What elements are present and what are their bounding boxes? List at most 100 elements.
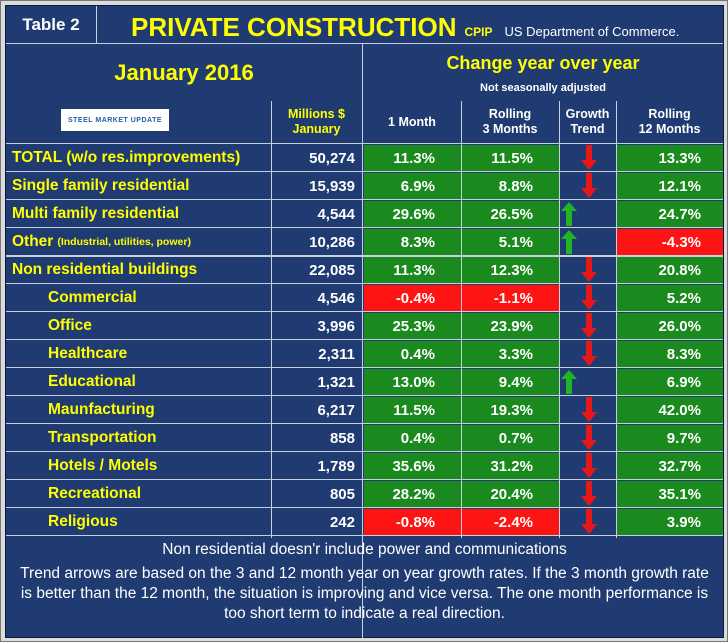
column-header: Growth Trend bbox=[559, 101, 616, 143]
millions: 242 bbox=[329, 513, 355, 531]
row-label: Office bbox=[48, 312, 303, 340]
percent-cell: 13.0% bbox=[364, 369, 461, 395]
rule bbox=[6, 283, 723, 284]
percent-cell: 8.3% bbox=[617, 341, 723, 367]
row-label: TOTAL (w/o res.improvements) bbox=[12, 144, 267, 172]
rule bbox=[6, 199, 723, 200]
row-label: Commercial bbox=[48, 284, 303, 312]
row-sublabel: (Industrial, utilities, power) bbox=[57, 236, 191, 248]
change-title: Change year over year bbox=[446, 52, 640, 73]
percent-cell: 5.2% bbox=[617, 285, 723, 311]
percent-cell: -1.1% bbox=[462, 285, 559, 311]
column-header: 1 Month bbox=[363, 101, 461, 143]
row-label-text: Healthcare bbox=[48, 345, 128, 362]
trend-arrow bbox=[581, 285, 597, 310]
footer-note: Non residential doesn'r include power an… bbox=[162, 541, 567, 558]
percent-cell: 35.6% bbox=[364, 453, 461, 479]
millions: 6,217 bbox=[317, 401, 355, 419]
row-label-text: TOTAL (w/o res.improvements) bbox=[12, 149, 241, 166]
row-label: Transportation bbox=[48, 424, 303, 452]
row-label-text: Religious bbox=[48, 513, 118, 530]
rule bbox=[6, 339, 723, 340]
rule bbox=[559, 101, 560, 538]
row-label: Single family residential bbox=[12, 172, 267, 200]
millions: 2,311 bbox=[318, 345, 355, 363]
percent-cell: 42.0% bbox=[617, 397, 723, 423]
percent-cell: 13.3% bbox=[617, 145, 723, 171]
row-label: Non residential buildings bbox=[12, 256, 267, 284]
rule bbox=[616, 101, 617, 538]
row-label: Hotels / Motels bbox=[48, 452, 303, 480]
rule bbox=[6, 367, 723, 368]
percent-cell: 9.7% bbox=[617, 425, 723, 451]
column-header: Rolling 3 Months bbox=[461, 101, 559, 143]
table-panel: Table 2 PRIVATE CONSTRUCTION CPIP US Depart… bbox=[5, 5, 724, 638]
column-header-line: 1 Month bbox=[388, 114, 436, 129]
trend-arrow bbox=[561, 370, 577, 394]
trend-arrow bbox=[581, 145, 597, 170]
row-label: Religious bbox=[48, 508, 303, 536]
trend-arrow bbox=[581, 425, 597, 450]
row-label-text: Other bbox=[12, 233, 54, 250]
percent-cell: 6.9% bbox=[617, 369, 723, 395]
percent-cell: 6.9% bbox=[364, 173, 461, 199]
column-header-line: Growth bbox=[565, 107, 610, 121]
percent-cell: 3.3% bbox=[462, 341, 559, 367]
rule bbox=[6, 311, 723, 312]
percent-cell: 9.4% bbox=[462, 369, 559, 395]
percent-cell: -4.3% bbox=[617, 229, 723, 255]
percent-cell: 0.7% bbox=[462, 425, 559, 451]
percent-cell: 29.6% bbox=[364, 201, 461, 227]
percent-cell: 0.4% bbox=[364, 425, 461, 451]
trend-arrow bbox=[581, 453, 597, 478]
source: US Department of Commerce. bbox=[504, 24, 680, 39]
column-header-line: Millions $ bbox=[288, 107, 345, 121]
trend-arrow bbox=[561, 202, 577, 226]
millions: 1,789 bbox=[317, 457, 355, 475]
column-header: Rolling 12 Months bbox=[616, 101, 723, 143]
rule bbox=[461, 101, 462, 538]
percent-cell: 35.1% bbox=[617, 481, 723, 507]
rule bbox=[6, 143, 723, 144]
row-label-text: Multi family residential bbox=[12, 205, 180, 222]
row-label-text: Single family residential bbox=[12, 177, 190, 194]
percent-cell: 20.8% bbox=[617, 257, 723, 283]
percent-cell: 26.0% bbox=[617, 313, 723, 339]
change-note: Not seasonally adjusted bbox=[480, 82, 606, 94]
row-label: Other (Industrial, utilities, power) bbox=[12, 228, 267, 256]
percent-cell: 12.3% bbox=[462, 257, 559, 283]
percent-cell: 23.9% bbox=[462, 313, 559, 339]
percent-cell: 26.5% bbox=[462, 201, 559, 227]
row-label-text: Non residential buildings bbox=[12, 261, 198, 278]
percent-cell: 11.5% bbox=[462, 145, 559, 171]
column-header-line: Rolling bbox=[488, 107, 532, 121]
percent-cell: 8.8% bbox=[462, 173, 559, 199]
percent-cell: 3.9% bbox=[617, 509, 723, 535]
rule bbox=[6, 507, 723, 508]
row-label: Recreational bbox=[48, 480, 303, 508]
column-header-line: January bbox=[292, 122, 341, 136]
rule bbox=[96, 6, 97, 43]
percent-cell: 0.4% bbox=[364, 341, 461, 367]
trend-arrow bbox=[581, 397, 597, 422]
rule bbox=[362, 44, 363, 638]
millions: 1,321 bbox=[317, 373, 355, 391]
column-header-line: Trend bbox=[570, 122, 605, 136]
percent-cell: 11.5% bbox=[364, 397, 461, 423]
millions: 22,085 bbox=[309, 261, 355, 279]
footer-explanation: Trend arrows are based on the 3 and 12 m… bbox=[20, 565, 709, 622]
title-bar: PRIVATE CONSTRUCTION CPIP US Department of… bbox=[97, 6, 723, 43]
percent-cell: 12.1% bbox=[617, 173, 723, 199]
rule bbox=[6, 227, 723, 228]
trend-arrow bbox=[581, 481, 597, 506]
trend-arrow bbox=[581, 509, 597, 534]
millions: 858 bbox=[329, 429, 355, 447]
rule bbox=[6, 451, 723, 452]
millions: 805 bbox=[329, 485, 355, 503]
trend-arrow bbox=[561, 230, 577, 254]
trend-arrow bbox=[581, 313, 597, 338]
column-header-line: Rolling bbox=[648, 107, 691, 121]
trend-arrow bbox=[581, 173, 597, 198]
period: January 2016 bbox=[114, 59, 254, 85]
trend-arrow bbox=[581, 257, 597, 282]
